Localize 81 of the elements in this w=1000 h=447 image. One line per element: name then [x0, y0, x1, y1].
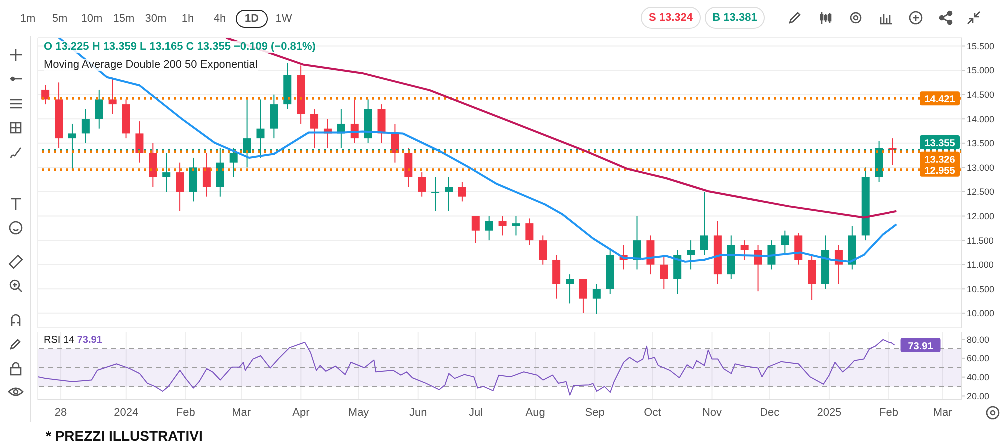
- x-tick-label: Jul: [468, 406, 484, 419]
- candlestick: [687, 240, 696, 270]
- text: 1D: [236, 10, 268, 28]
- candlestick: [512, 216, 520, 236]
- text: 4h: [212, 12, 228, 27]
- candlestick: [781, 230, 790, 256]
- x-tick-label: 2025: [817, 406, 842, 419]
- x-tick-label: Dec: [760, 406, 780, 419]
- y-tick-label: 13.000: [967, 162, 995, 173]
- candlestick: [768, 240, 776, 270]
- x-tick-label: May: [348, 406, 370, 419]
- candlestick: [539, 235, 548, 266]
- ref-line-label: 14.421: [924, 94, 956, 106]
- chart-title: O 13.225 H 13.359 L 13.165 C 13.355 −0.109 (−0.81%): [44, 41, 316, 53]
- y-tick-label: 12.000: [967, 211, 995, 222]
- text: 1h: [180, 12, 196, 27]
- y-tick-label: 20.00: [967, 391, 990, 402]
- candlestick: [566, 274, 574, 304]
- candlestick: [432, 176, 440, 212]
- x-tick-label: Mar: [232, 406, 252, 419]
- text: 1W: [274, 12, 294, 27]
- candlestick: [82, 108, 90, 144]
- x-tick-label: Jun: [409, 406, 428, 419]
- text: 5m: [51, 12, 69, 27]
- candlestick: [108, 77, 117, 115]
- y-tick-label: 40.00: [967, 372, 990, 383]
- text: 15m: [112, 12, 136, 27]
- y-tick-label: 11.000: [967, 260, 994, 270]
- chart-title: RSI 14: [44, 335, 75, 346]
- candlestick: [162, 152, 171, 192]
- candlestick: [526, 218, 534, 246]
- candlestick: [592, 284, 601, 315]
- candlestick: [458, 182, 466, 202]
- text: 1m: [19, 12, 37, 27]
- candlestick: [444, 176, 453, 212]
- candlestick: [176, 162, 184, 212]
- y-tick-label: 11.500: [967, 236, 994, 246]
- x-tick-label: Feb: [880, 406, 898, 419]
- candlestick: [498, 216, 507, 236]
- candlestick: [202, 152, 211, 198]
- candlestick: [485, 216, 494, 242]
- y-tick-label: 10.000: [967, 308, 995, 319]
- x-tick-label: 2024: [114, 406, 139, 419]
- x-tick-label: Nov: [702, 406, 723, 419]
- y-tick-label: 12.500: [967, 187, 995, 198]
- text: * PREZZI ILLUSTRATIVI: [46, 428, 203, 444]
- x-tick-label: 28: [54, 406, 68, 419]
- y-tick-label: 80.00: [967, 334, 990, 345]
- ref-line-label: 13.355: [924, 138, 956, 150]
- candlestick: [95, 89, 104, 130]
- x-tick-label: Oct: [644, 406, 662, 419]
- y-tick-label: 15.500: [967, 41, 995, 52]
- candlestick: [418, 172, 426, 198]
- x-tick-label: Aug: [526, 406, 546, 419]
- x-tick-label: Mar: [933, 406, 953, 419]
- y-tick-label: 14.500: [967, 90, 995, 100]
- chart-subtitle: 73.91: [77, 335, 102, 346]
- y-tick-label: 14.000: [967, 114, 995, 124]
- ref-line-label: 12.955: [924, 166, 956, 177]
- candlestick: [700, 191, 708, 256]
- text: 10m: [80, 12, 104, 27]
- candlestick: [740, 240, 749, 260]
- text: B 13.381: [705, 7, 765, 29]
- ref-line-label: 13.326: [924, 154, 956, 166]
- x-tick-label: Feb: [176, 406, 196, 419]
- candlestick: [472, 216, 480, 244]
- candlestick: [136, 121, 144, 164]
- candlestick: [633, 216, 642, 270]
- annotation: 73.91: [908, 341, 934, 352]
- y-tick-label: 60.00: [967, 354, 990, 364]
- candlestick: [579, 278, 588, 314]
- y-tick-label: 15.000: [967, 66, 995, 76]
- candlestick: [660, 254, 668, 290]
- text: 30m: [144, 12, 168, 27]
- text: S 13.324: [641, 7, 701, 29]
- x-tick-label: Sep: [585, 406, 605, 419]
- text: Moving Average Double 200 50 Exponential: [44, 59, 258, 71]
- y-tick-label: 13.500: [967, 138, 995, 149]
- x-tick-label: Apr: [292, 406, 310, 419]
- candlestick: [310, 108, 319, 149]
- y-tick-label: 10.500: [967, 284, 995, 294]
